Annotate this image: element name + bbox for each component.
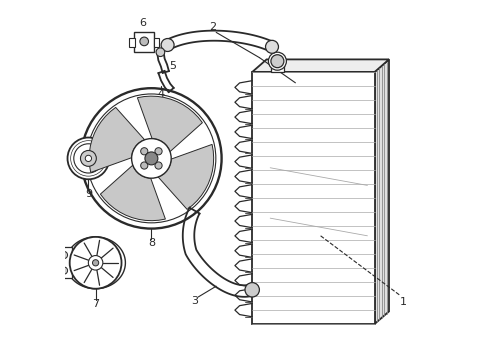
Circle shape — [132, 139, 171, 178]
Circle shape — [156, 48, 165, 57]
Bar — [252, 72, 374, 324]
Polygon shape — [158, 144, 214, 210]
Circle shape — [145, 152, 158, 165]
Text: 9: 9 — [85, 189, 92, 199]
Bar — [271, 61, 284, 72]
Bar — [153, 38, 159, 47]
Circle shape — [60, 251, 68, 258]
Polygon shape — [89, 107, 145, 172]
Polygon shape — [66, 237, 125, 289]
Bar — [134, 32, 154, 52]
Circle shape — [141, 148, 148, 155]
Text: 2: 2 — [209, 22, 216, 32]
Circle shape — [245, 283, 259, 297]
Circle shape — [88, 256, 103, 270]
Circle shape — [85, 155, 92, 162]
Circle shape — [74, 144, 103, 173]
Polygon shape — [137, 96, 202, 152]
Text: 4: 4 — [158, 89, 165, 99]
Text: 8: 8 — [148, 238, 155, 248]
Circle shape — [155, 162, 162, 169]
Text: 3: 3 — [191, 296, 198, 306]
Text: 5: 5 — [170, 60, 176, 71]
Text: 7: 7 — [92, 299, 99, 309]
Bar — [129, 38, 135, 47]
Circle shape — [155, 148, 162, 155]
Polygon shape — [100, 165, 166, 221]
Circle shape — [93, 260, 98, 266]
Text: 6: 6 — [139, 18, 146, 28]
Circle shape — [271, 55, 284, 68]
Circle shape — [70, 237, 122, 289]
Circle shape — [68, 138, 109, 179]
Circle shape — [161, 39, 174, 51]
Circle shape — [80, 150, 97, 166]
Bar — [59, 247, 72, 278]
Circle shape — [269, 52, 286, 70]
Circle shape — [60, 267, 68, 274]
Polygon shape — [374, 59, 389, 324]
Circle shape — [266, 40, 278, 53]
Polygon shape — [252, 59, 389, 72]
Circle shape — [141, 162, 148, 169]
Circle shape — [140, 37, 148, 46]
Circle shape — [81, 88, 221, 229]
Text: 1: 1 — [400, 297, 407, 307]
